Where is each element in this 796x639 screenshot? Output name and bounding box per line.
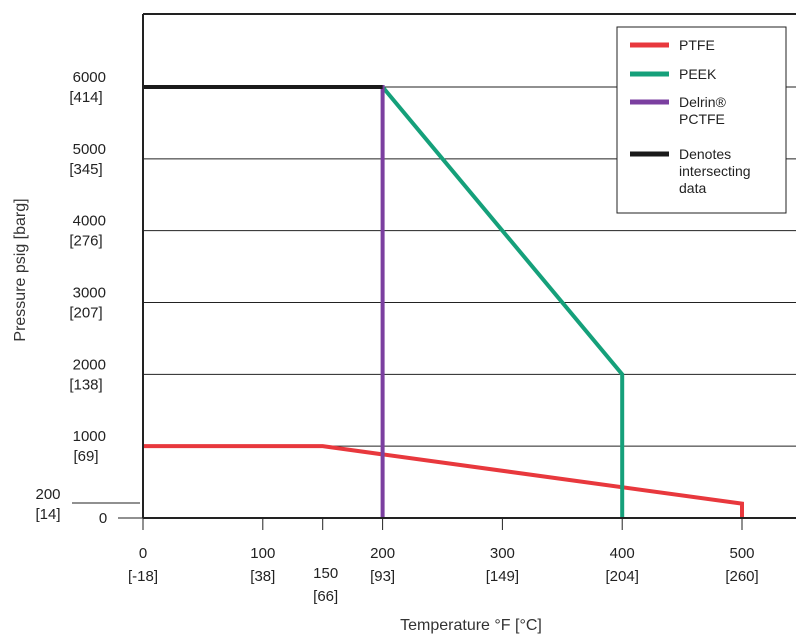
y-tick-label: 200 [35,486,60,503]
legend-box [616,26,787,214]
x-tick-label-c: [149] [486,568,519,585]
x-tick-label: 100 [250,545,275,562]
y-axis-title: Pressure psig [barg] [12,198,29,341]
x-tick-label-c: [66] [313,588,338,605]
y-tick-label: 2000 [73,356,106,373]
x-tick-label: 0 [139,545,147,562]
y-tick-label: 4000 [73,213,106,230]
y-tick-label-bar: [276] [69,233,102,250]
x-tick-label-c: [93] [370,568,395,585]
y-tick-label-bar: [14] [35,506,60,523]
y-tick-label: 5000 [73,141,106,158]
y-tick-label-bar: [414] [69,89,102,106]
x-tick-label: 300 [490,545,515,562]
legend: PTFE PEEK Delrin®PCTFE Denotesintersectingd… [616,26,787,214]
y-tick-label: 3000 [73,285,106,302]
legend-label: Delrin® [679,94,727,110]
series-lines [143,85,744,518]
x-axis-title: Temperature °F [°C] [400,617,542,634]
x-tick-label: 400 [610,545,635,562]
x-tick-label-c: [38] [250,568,275,585]
x-tick-label: 150 [313,565,338,582]
tick-labels: 0200[14]1000[69]2000[138]3000[207]4000[2… [35,69,758,605]
legend-label: data [679,180,706,196]
legend-label: Denotes [679,146,731,162]
x-tick-label: 500 [729,545,754,562]
x-tick-label-c: [260] [725,568,758,585]
legend-label: intersecting [679,163,751,179]
series-line-1 [143,444,744,518]
legend-label: PCTFE [679,111,725,127]
y-tick-label: 0 [99,510,107,527]
legend-label: PEEK [679,66,717,82]
y-tick-label-bar: [138] [69,376,102,393]
legend-label: PTFE [679,37,715,53]
y-tick-label: 1000 [73,428,106,445]
plot-frame [142,13,796,519]
x-tick-label-c: [204] [606,568,639,585]
x-tick-label-c: [-18] [128,568,158,585]
x-tick-label: 200 [370,545,395,562]
y-tick-label-bar: [69] [73,448,98,465]
y-tick-label-bar: [207] [69,305,102,322]
y-tick-label-bar: [345] [69,161,102,178]
y-tick-label: 6000 [73,69,106,86]
